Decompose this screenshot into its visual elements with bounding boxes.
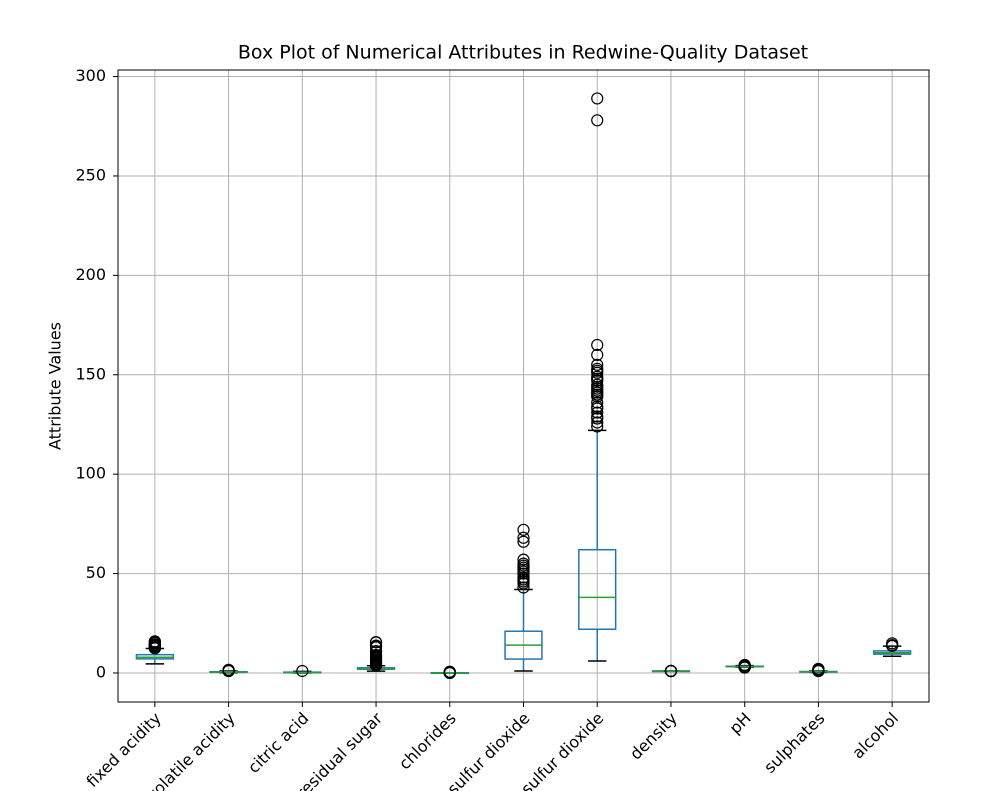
x-tick-label: citric acid [244, 709, 312, 777]
x-tick-label: density [626, 709, 681, 764]
flier [591, 420, 604, 433]
x-tick-label: pH [726, 709, 755, 738]
y-tick-label: 100 [75, 464, 106, 483]
flier [369, 648, 383, 662]
x-tick-label: chlorides [395, 709, 460, 774]
flier [148, 635, 161, 648]
flier [517, 557, 530, 570]
flier [591, 114, 604, 127]
y-tick-label: 0 [96, 662, 106, 681]
flier [591, 338, 604, 352]
flier [591, 406, 604, 419]
flier [369, 639, 383, 652]
x-tick-label: sulphates [760, 709, 828, 777]
flier [591, 370, 604, 383]
flier [738, 658, 751, 672]
flier [517, 531, 530, 544]
flier [517, 581, 530, 594]
flier [591, 400, 604, 413]
flier [812, 662, 825, 676]
flier [443, 665, 456, 678]
flier [664, 664, 678, 678]
flier [517, 571, 530, 584]
flier [591, 410, 604, 423]
y-tick-label: 200 [75, 265, 106, 284]
flier [886, 637, 899, 650]
y-axis-label: Attribute Values [46, 322, 65, 450]
x-tick-label: alcohol [848, 709, 902, 763]
x-tick-label: total sulfur dioxide [488, 709, 607, 791]
chart-title: Box Plot of Numerical Attributes in Redw… [238, 42, 808, 64]
flier [591, 92, 604, 105]
flier [591, 416, 604, 429]
box [578, 548, 617, 630]
y-tick-label: 150 [75, 364, 106, 383]
flier [517, 535, 530, 548]
flier [517, 553, 530, 566]
y-tick-label: 250 [75, 165, 106, 184]
flier [222, 663, 235, 676]
x-tick-label: fixed acidity [82, 709, 164, 791]
flier [591, 348, 604, 361]
flier [517, 523, 530, 536]
flier [591, 362, 604, 375]
y-tick-label: 300 [75, 66, 106, 85]
flier [296, 664, 309, 678]
flier [591, 396, 604, 409]
plot-frame [117, 69, 930, 703]
flier [369, 645, 383, 658]
y-tick-label: 50 [86, 563, 106, 582]
flier [591, 358, 604, 371]
flier [591, 378, 604, 391]
flier [369, 636, 383, 649]
